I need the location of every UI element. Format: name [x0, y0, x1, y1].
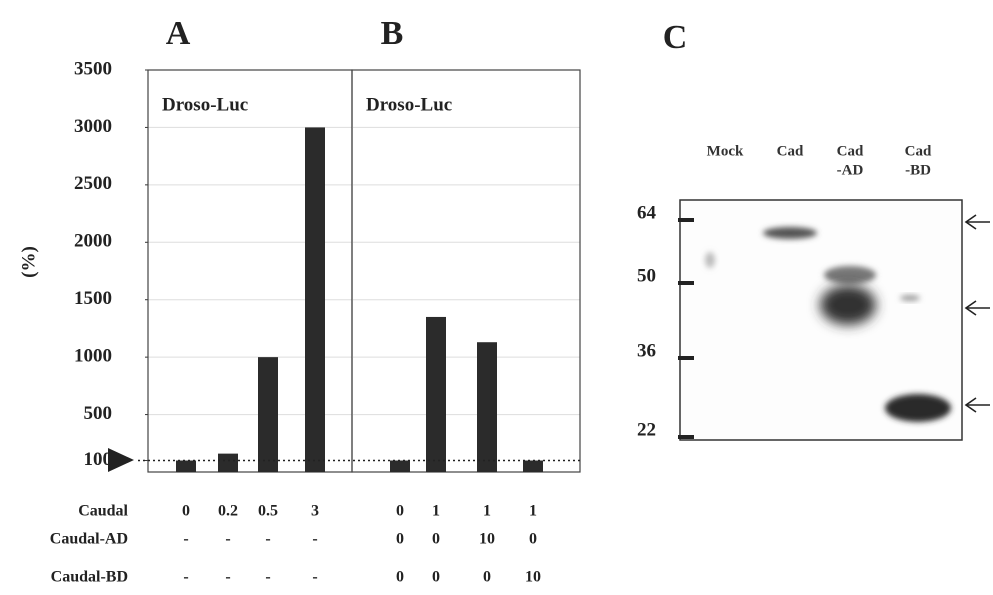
- bar: [305, 127, 325, 472]
- y-axis-label: (%): [18, 246, 39, 278]
- condition-label: -: [183, 569, 188, 586]
- bar: [218, 454, 238, 472]
- y-tick-label: 3500: [74, 58, 112, 79]
- marker-tick: [678, 435, 694, 439]
- band: [824, 266, 876, 284]
- blot: [680, 200, 990, 440]
- condition-label: 10: [479, 531, 495, 548]
- row-label: Caudal-AD: [50, 531, 128, 548]
- figure: A B C (%) Caudal Caudal-AD Caudal-BD 100…: [0, 0, 993, 595]
- marker-tick: [678, 218, 694, 222]
- condition-label: -: [225, 569, 230, 586]
- band: [900, 295, 920, 301]
- bar: [477, 342, 497, 472]
- condition-label: -: [265, 531, 270, 548]
- panel-letter: C: [663, 19, 688, 56]
- lane-label: Mock: [707, 143, 744, 159]
- marker-label: 36: [637, 340, 656, 361]
- lane-label: -BD: [905, 162, 931, 178]
- x-tick-label: 0: [396, 503, 404, 520]
- bar: [258, 357, 278, 472]
- condition-label: 10: [525, 569, 541, 586]
- band: [705, 252, 715, 268]
- y-tick-label: 2500: [74, 173, 112, 194]
- marker-tick: [678, 356, 694, 360]
- y-tick-label: 1500: [74, 288, 112, 309]
- condition-label: 0: [396, 531, 404, 548]
- condition-label: -: [225, 531, 230, 548]
- marker-label: 22: [637, 419, 656, 440]
- x-tick-label: 1: [483, 503, 491, 520]
- x-tick-label: 1: [432, 503, 440, 520]
- lane-label: Cad: [837, 143, 864, 159]
- condition-label: -: [265, 569, 270, 586]
- bar: [176, 461, 196, 472]
- lane-label: -AD: [837, 162, 864, 178]
- band: [820, 285, 876, 325]
- y-tick-label: 3000: [74, 116, 112, 137]
- y-tick-label: 100: [84, 449, 113, 470]
- y-tick-label: 1000: [74, 346, 112, 367]
- marker-label: 50: [637, 265, 656, 286]
- band: [763, 227, 817, 239]
- condition-label: 0: [396, 569, 404, 586]
- row-label: Caudal: [78, 503, 128, 520]
- x-tick-label: 0.2: [218, 503, 238, 520]
- marker-tick: [678, 281, 694, 285]
- marker-label: 64: [637, 202, 657, 223]
- condition-label: 0: [432, 531, 440, 548]
- condition-label: 0: [432, 569, 440, 586]
- bar: [426, 317, 446, 472]
- condition-label: 0: [529, 531, 537, 548]
- x-tick-label: 3: [311, 503, 319, 520]
- row-label: Caudal-BD: [51, 569, 128, 586]
- condition-label: -: [312, 531, 317, 548]
- plot-frame: [352, 70, 580, 472]
- x-tick-label: 1: [529, 503, 537, 520]
- condition-label: -: [312, 569, 317, 586]
- annotation: Droso-Luc: [366, 94, 452, 115]
- band: [885, 394, 951, 422]
- x-tick-label: 0: [182, 503, 190, 520]
- x-tick-label: 0.5: [258, 503, 278, 520]
- panel-letter: A: [166, 15, 191, 52]
- lane-label: Cad: [905, 143, 932, 159]
- bar: [523, 461, 543, 472]
- condition-label: 0: [483, 569, 491, 586]
- y-tick-label: 2000: [74, 231, 112, 252]
- y-tick-label: 500: [84, 403, 113, 424]
- panel-letter: B: [381, 15, 404, 52]
- condition-label: -: [183, 531, 188, 548]
- lane-label: Cad: [777, 143, 804, 159]
- bar: [390, 461, 410, 472]
- annotation: Droso-Luc: [162, 94, 248, 115]
- arrows: [966, 215, 990, 412]
